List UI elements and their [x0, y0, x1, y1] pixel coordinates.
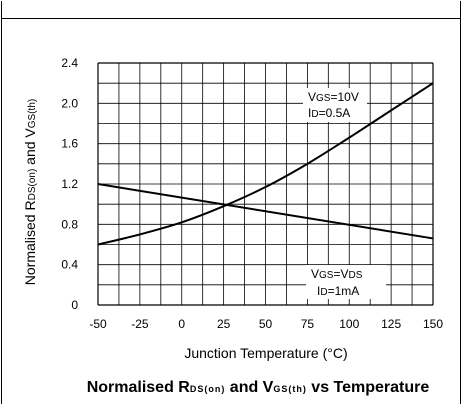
y-tick-label: 1.2: [61, 177, 78, 191]
x-tick-label: 100: [339, 317, 359, 331]
y-tick-label: 0: [71, 298, 78, 312]
frame-top-rule: [1, 18, 461, 19]
series-line-rds-on: [97, 82, 434, 246]
chart-title: Normalised RDS(on) and VGS(th) vs Temper…: [87, 379, 430, 396]
y-tick-label: 0.4: [61, 258, 78, 272]
x-tick-label: 50: [259, 317, 273, 331]
x-tick-label: 150: [423, 317, 443, 331]
y-tick-label: 2.4: [61, 56, 78, 70]
x-axis-title: Junction Temperature (°C): [184, 345, 347, 361]
annotation-vgs-line1: VGS=VDS: [311, 267, 363, 281]
series-lines: [97, 82, 434, 246]
x-tick-label: -50: [89, 317, 107, 331]
x-tick-label: 75: [301, 317, 315, 331]
y-axis-title: Normalised RDS(on) and VGS(th): [22, 99, 38, 285]
y-tick-labels: 0 0.4 0.8 1.2 1.6 2.0 2.4: [61, 56, 78, 312]
x-tick-label: 25: [217, 317, 231, 331]
x-tick-label: 0: [178, 317, 185, 331]
y-tick-label: 2.0: [61, 96, 78, 110]
series-line-vgs-th: [97, 183, 434, 240]
annotation-box-vgs: [306, 265, 386, 299]
y-tick-label: 0.8: [61, 217, 78, 231]
annotation-vgs-line2: ID=1mA: [317, 284, 359, 298]
annotation-box-rds: [303, 88, 367, 122]
x-tick-labels: -50 -25 0 25 50 75 100 125 150: [89, 317, 443, 331]
y-tick-label: 1.6: [61, 137, 78, 151]
x-tick-label: 125: [381, 317, 401, 331]
x-tick-label: -25: [131, 317, 149, 331]
annotation-rds-line2: ID=0.5A: [308, 106, 350, 120]
annotation-rds-line1: VGS=10V: [308, 90, 359, 104]
